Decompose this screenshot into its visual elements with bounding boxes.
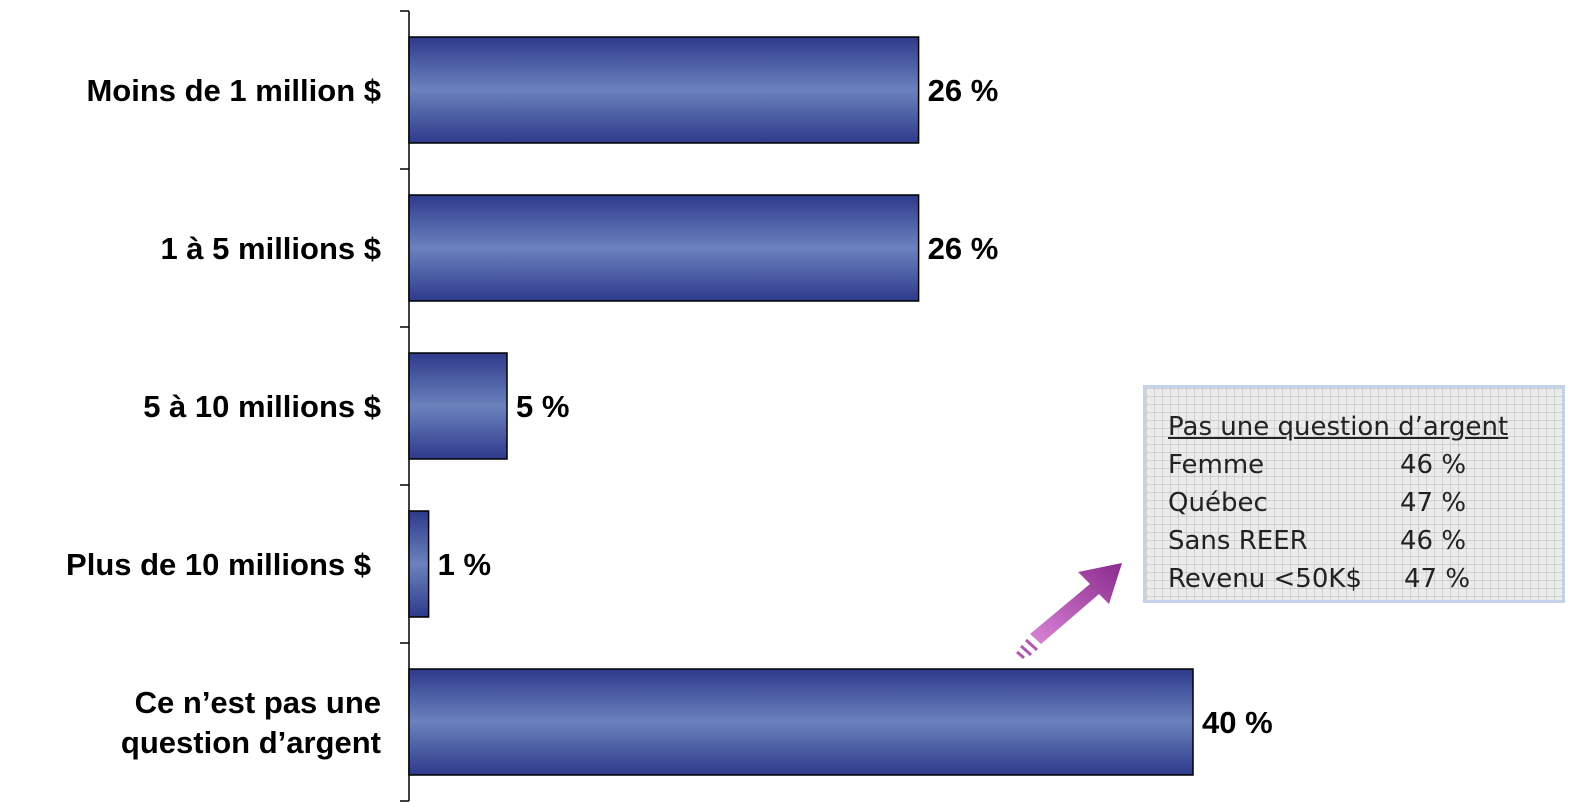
- category-label: Plus de 10 millions $: [66, 547, 371, 582]
- callout-row-value: 47 %: [1400, 488, 1467, 518]
- callout-row-label: Sans REER: [1168, 526, 1308, 556]
- bar: [408, 668, 1194, 776]
- callout-row: Femme 46 %: [1168, 446, 1562, 484]
- bar: [408, 194, 920, 302]
- bar-value-label: 26 %: [928, 231, 999, 266]
- callout-row-value: 47 %: [1404, 564, 1471, 594]
- bar-value-label: 26 %: [928, 73, 999, 108]
- callout-title: Pas une question d’argent: [1168, 412, 1509, 442]
- callout-row: Québec 47 %: [1168, 484, 1562, 522]
- callout-row: Revenu <50K$ 47 %: [1168, 560, 1562, 598]
- callout-row-label: Québec: [1168, 488, 1268, 518]
- callout-row-value: 46 %: [1400, 526, 1467, 556]
- bar-value-label: 40 %: [1202, 705, 1273, 740]
- callout-row-label: Revenu <50K$: [1168, 564, 1362, 594]
- bar-value-label: 5 %: [516, 389, 569, 424]
- callout-row: Sans REER 46 %: [1168, 522, 1562, 560]
- bar: [408, 510, 430, 618]
- category-label: 5 à 10 millions $: [143, 389, 381, 424]
- category-label: Ce n’est pas une: [135, 685, 381, 720]
- callout-arrow-icon: [1016, 563, 1122, 660]
- callout-row-value: 46 %: [1400, 450, 1467, 480]
- callout-box: Pas une question d’argent Femme 46 % Qué…: [1143, 385, 1565, 603]
- category-label: question d’argent: [121, 725, 381, 760]
- callout-row-label: Femme: [1168, 450, 1265, 480]
- category-label: 1 à 5 millions $: [160, 231, 381, 266]
- bar: [408, 352, 508, 460]
- bar-value-label: 1 %: [438, 547, 491, 582]
- bar: [408, 36, 920, 144]
- category-label: Moins de 1 million $: [86, 73, 381, 108]
